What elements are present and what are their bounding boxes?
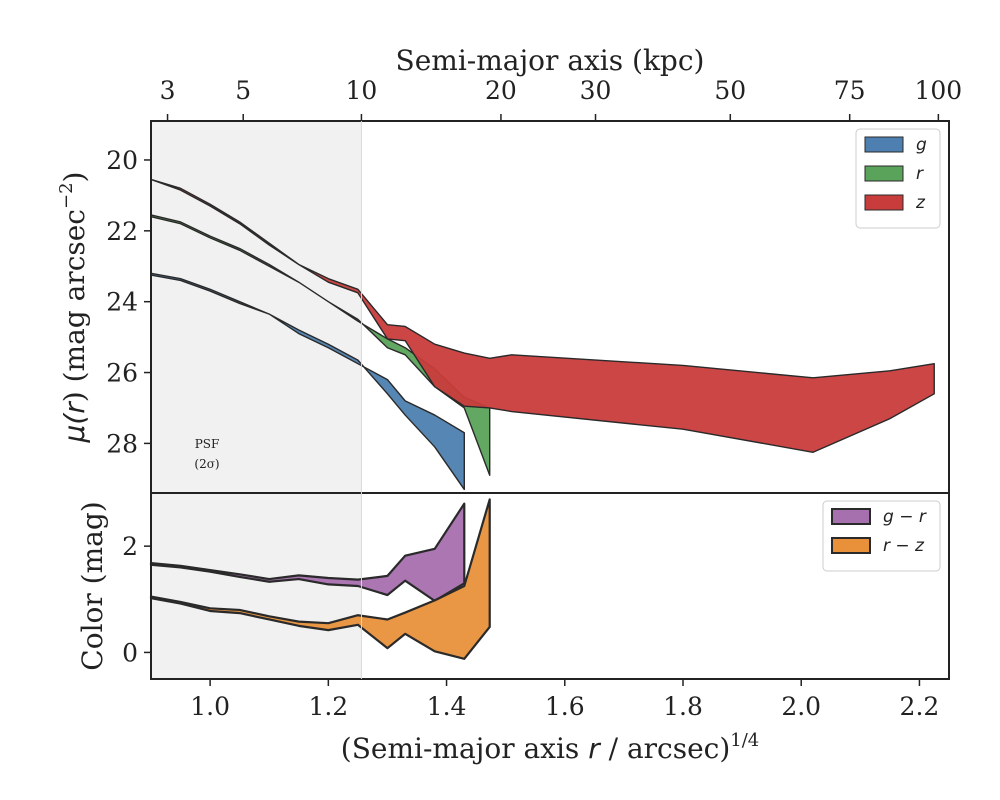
surface-brightness-panel: 20 22 24 26 28 3 5 10 20 30 50 75 100 PSF (2σ) grz xyxy=(106,76,963,494)
kpc-tick-label: 30 xyxy=(580,76,612,105)
legend-label: g − r xyxy=(883,507,927,527)
kpc-tick-label: 10 xyxy=(346,76,378,105)
kpc-tick-label: 75 xyxy=(834,76,866,105)
legend-label: r − z xyxy=(883,536,925,556)
y-tick-label: 20 xyxy=(106,146,138,175)
bottom-axes-frame xyxy=(150,492,950,680)
x-axis-label-var: r xyxy=(588,732,601,765)
y-axis-top-label-end: ) xyxy=(58,172,91,183)
x-tick-label: 2.0 xyxy=(781,692,821,721)
psf-label-line2: (2σ) xyxy=(194,457,219,471)
x-axis-top-label: Semi-major axis (kpc) xyxy=(396,44,705,77)
surface-brightness-series xyxy=(150,178,935,491)
x-tick-label: 2.2 xyxy=(900,692,940,721)
x-tick-label: 1.6 xyxy=(545,692,585,721)
legend-label: g xyxy=(916,135,927,155)
color-panel: 02 1.0 1.2 1.4 1.6 1.8 2.0 2.2 g − rr − z xyxy=(122,492,950,721)
x-tick-label: 1.0 xyxy=(190,692,230,721)
y-axis-top-label-pre: μ( xyxy=(58,413,91,444)
legend-swatch xyxy=(864,165,904,182)
psf-region-top xyxy=(151,121,362,493)
y-tick-label: 26 xyxy=(106,359,138,388)
psf-region-bottom xyxy=(151,493,362,679)
kpc-tick-label: 5 xyxy=(235,76,251,105)
kpc-tick-label: 50 xyxy=(714,76,746,105)
band-rz xyxy=(149,498,491,660)
x-axis-label-main: (Semi-major axis xyxy=(341,732,588,765)
x-tick-label: 1.4 xyxy=(427,692,467,721)
kpc-tick-label: 100 xyxy=(915,76,963,105)
band-g xyxy=(150,272,465,491)
band-r xyxy=(150,214,491,476)
x-tick-label: 1.8 xyxy=(663,692,703,721)
y-axis-top-label-sup: −2 xyxy=(56,182,77,209)
y-axis-top-label: μ(r) (mag arcsec−2) xyxy=(56,172,91,444)
x-axis-label: (Semi-major axis r / arcsec)1/4 xyxy=(341,730,759,765)
legend-swatch xyxy=(864,194,904,211)
y-axis-top-label-post: ) (mag arcsec xyxy=(58,209,91,402)
legend-swatch xyxy=(831,537,871,554)
bottom-x-ticks: 1.0 1.2 1.4 1.6 1.8 2.0 2.2 xyxy=(190,679,939,721)
legend-label: z xyxy=(915,193,926,213)
legend-swatch xyxy=(831,508,871,525)
top-y-ticks: 20 22 24 26 28 xyxy=(106,146,151,458)
x-axis-label-tail: / arcsec) xyxy=(600,732,731,765)
band-z xyxy=(150,178,935,453)
kpc-tick-label: 3 xyxy=(160,76,176,105)
y-tick-label: 22 xyxy=(106,217,138,246)
legend-top: grz xyxy=(855,128,941,229)
x-tick-label: 1.2 xyxy=(308,692,348,721)
bottom-y-ticks: 02 xyxy=(122,532,151,667)
y-tick-label: 0 xyxy=(122,638,138,667)
legend-label: r xyxy=(916,164,924,184)
kpc-ticks: 3 5 10 20 30 50 75 100 xyxy=(160,76,963,121)
kpc-tick-label: 20 xyxy=(485,76,517,105)
x-axis-label-sup: 1/4 xyxy=(730,730,759,751)
color-series xyxy=(149,498,491,660)
psf-label-line1: PSF xyxy=(195,437,220,451)
y-tick-label: 24 xyxy=(106,288,138,317)
y-tick-label: 28 xyxy=(106,429,138,458)
y-axis-bottom-label: Color (mag) xyxy=(76,501,109,670)
legend-swatch xyxy=(864,136,904,153)
legend-bottom: g − r r − z xyxy=(822,500,941,572)
y-axis-top-label-var: r xyxy=(58,401,91,414)
y-tick-label: 2 xyxy=(122,532,138,561)
